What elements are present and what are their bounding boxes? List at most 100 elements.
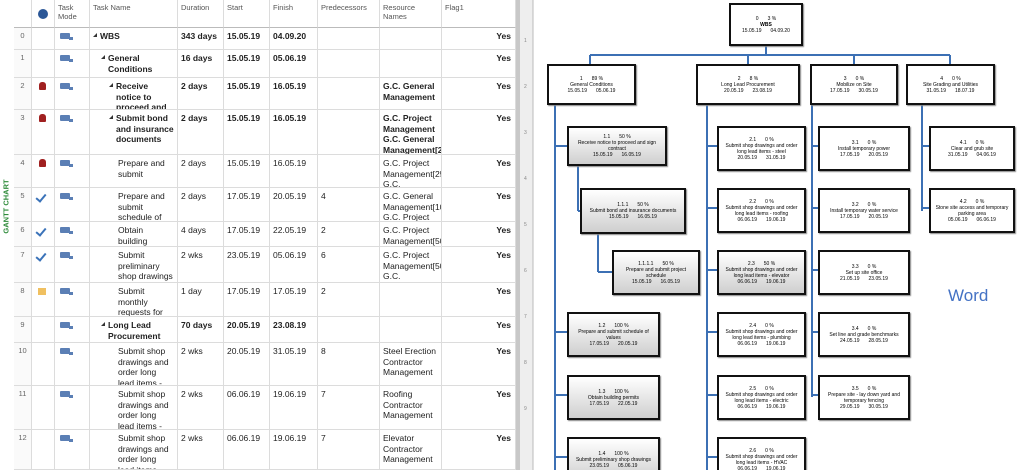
wbs-node[interactable]: 0 3 % WBS 15.05.19 04.09.20: [729, 3, 803, 46]
table-cell: G.C. Project Management[25 G.C. Schedule…: [380, 155, 442, 188]
task-mode-icon: [60, 55, 70, 61]
table-cell: 16.05.19: [270, 110, 318, 155]
node-dates: 15.05.19 05.06.19: [551, 88, 632, 94]
node-dates: 06.06.19 19.06.19: [721, 279, 802, 285]
mode-cell: [55, 343, 90, 386]
wbs-node[interactable]: 3 0 % Mobilize on Site 17.05.19 30.05.19: [810, 64, 898, 105]
node-finish: 28.05.19: [868, 337, 888, 344]
node-header: 2 8 %: [700, 76, 796, 82]
wbs-node[interactable]: 3.2 0 % Install temporary water service 17.…: [818, 188, 910, 233]
wbs-node[interactable]: 1.1.1 50 % Submit bond and insurance docum…: [580, 188, 686, 234]
indicator-cell: [32, 247, 55, 283]
node-finish: 04.06.19: [976, 151, 996, 158]
wbs-node[interactable]: 1.4 100 % Submit preliminary shop drawings…: [567, 437, 660, 470]
wbs-node[interactable]: 4 0 % Site Grading and Utilities 31.05.19 18…: [906, 64, 995, 105]
wbs-node[interactable]: 3.3 0 % Set up site office 21.05.19 23.05.19: [818, 250, 910, 295]
wbs-node[interactable]: 2.3 50 % Submit shop drawings and order lo…: [717, 250, 806, 295]
node-dates: 06.06.19 19.06.19: [721, 341, 802, 347]
node-header: 4.2 0 %: [933, 199, 1011, 205]
node-dates: 20.05.19 31.05.19: [721, 155, 802, 161]
wbs-node[interactable]: 2.4 0 % Submit shop drawings and order lon…: [717, 312, 806, 357]
node-start: 17.05.19: [840, 213, 860, 220]
table-cell: 7: [318, 386, 380, 430]
node-dates: 17.05.19 20.05.19: [822, 214, 906, 220]
table-cell: 06.06.19: [224, 430, 270, 470]
node-start: 17.05.19: [830, 87, 850, 94]
wbs-node[interactable]: 2.2 0 % Submit shop drawings and order lon…: [717, 188, 806, 233]
table-cell: 2 days: [178, 78, 224, 110]
node-wbs: 2.2: [749, 198, 757, 205]
node-wbs: 2.4: [749, 322, 757, 329]
ruler-number: 2: [524, 84, 527, 90]
wbs-node[interactable]: 3.5 0 % Prepare site - lay down yard and t…: [818, 375, 910, 420]
column-header: Predecessors: [318, 0, 380, 28]
collapse-triangle: [101, 55, 105, 59]
node-name: Long Lead Procurement: [721, 81, 775, 88]
mode-cell: [55, 110, 90, 155]
node-wbs: 1.2: [598, 322, 606, 329]
row-number: 4: [14, 155, 32, 188]
node-dates: 06.06.19 19.06.19: [721, 217, 802, 223]
row-number: 11: [14, 386, 32, 430]
table-cell: 16.05.19: [270, 78, 318, 110]
node-header: 3.5 0 %: [822, 386, 906, 392]
table-cell: 05.06.19: [270, 247, 318, 283]
wbs-node[interactable]: 4.2 0 % Stone site access and temporary pa…: [929, 188, 1015, 233]
side-label: GANTT CHART: [1, 179, 11, 234]
node-finish: 20.05.19: [868, 151, 888, 158]
wbs-node[interactable]: 2 8 % Long Lead Procurement 20.05.19 23.08.1…: [696, 64, 800, 105]
table-cell: 2 wks: [178, 430, 224, 470]
wbs-node[interactable]: 1 89 % General Conditions 15.05.19 05.06.19: [547, 64, 636, 105]
node-header: 1 89 %: [551, 76, 632, 82]
node-start: 17.05.19: [589, 340, 609, 347]
wbs-node[interactable]: 3.1 0 % Install temporary power 17.05.19 20.…: [818, 126, 910, 171]
task-mode-arrow: [69, 197, 73, 200]
table-cell: 70 days: [178, 317, 224, 343]
indicator-cell: [32, 283, 55, 317]
node-finish: 20.05.19: [618, 340, 638, 347]
table-cell: 05.06.19: [270, 50, 318, 78]
node-name: Prepare and submit schedule of values: [578, 328, 649, 341]
table-cell: 6: [318, 247, 380, 283]
indicator-cell: [32, 50, 55, 78]
wbs-node[interactable]: 4.1 0 % Clear and grub site 31.05.19 04.06.1…: [929, 126, 1015, 171]
ruler-number: 8: [524, 360, 527, 366]
indicator-cell: [32, 222, 55, 247]
node-finish: 05.06.19: [618, 462, 638, 469]
wbs-node[interactable]: 2.6 0 % Submit shop drawings and order lon…: [717, 437, 806, 470]
table-cell: 15.05.19: [224, 50, 270, 78]
wbs-node[interactable]: 2.5 0 % Submit shop drawings and order lon…: [717, 375, 806, 420]
node-start: 21.05.19: [840, 275, 860, 282]
node-percent: 3 %: [767, 15, 777, 22]
table-cell: 17.05.19: [270, 283, 318, 317]
pane-divider[interactable]: [516, 0, 520, 470]
node-dates: 17.05.19 22.05.19: [571, 401, 656, 407]
node-wbs: 3: [843, 75, 847, 82]
wbs-node[interactable]: 1.2 100 % Prepare and submit schedule of v…: [567, 312, 660, 357]
wbs-node[interactable]: 1.1.1.1 50 % Prepare and submit project sc…: [612, 250, 700, 295]
wbs-node[interactable]: 1.1 50 % Receive notice to proceed and sig…: [567, 126, 667, 166]
table-cell: G.C. General Management: [380, 78, 442, 110]
table-cell: 2 days: [178, 188, 224, 222]
task-mode-arrow: [69, 256, 73, 259]
table-cell: Yes: [442, 343, 516, 386]
node-start: 20.05.19: [724, 87, 744, 94]
task-mode-arrow: [69, 439, 73, 442]
wbs-node[interactable]: 2.1 0 % Submit shop drawings and order lon…: [717, 126, 806, 171]
node-header: 2.6 0 %: [721, 448, 802, 454]
wbs-node[interactable]: 1.3 100 % Obtain building permits 17.05.19 2…: [567, 375, 660, 420]
node-dates: 05.06.19 06.06.19: [933, 217, 1011, 223]
gantt-table: GANTT CHART Task Mode Task Name Duration St…: [0, 0, 516, 470]
column-header: Task Name: [90, 0, 178, 28]
column-header: Start: [224, 0, 270, 28]
node-name: Obtain building permits: [587, 394, 640, 401]
ruler-number: 6: [524, 268, 527, 274]
wbs-node[interactable]: 3.4 0 % Set line and grade benchmarks 24.05…: [818, 312, 910, 357]
node-wbs: 4: [940, 75, 944, 82]
mode-cell: [55, 188, 90, 222]
node-dates: 31.05.19 18.07.19: [910, 88, 991, 94]
table-cell: 2: [318, 222, 380, 247]
node-start: 31.05.19: [948, 151, 968, 158]
node-percent: 0 %: [952, 75, 961, 82]
table-cell: Submit bond and insurance documents: [90, 110, 178, 155]
